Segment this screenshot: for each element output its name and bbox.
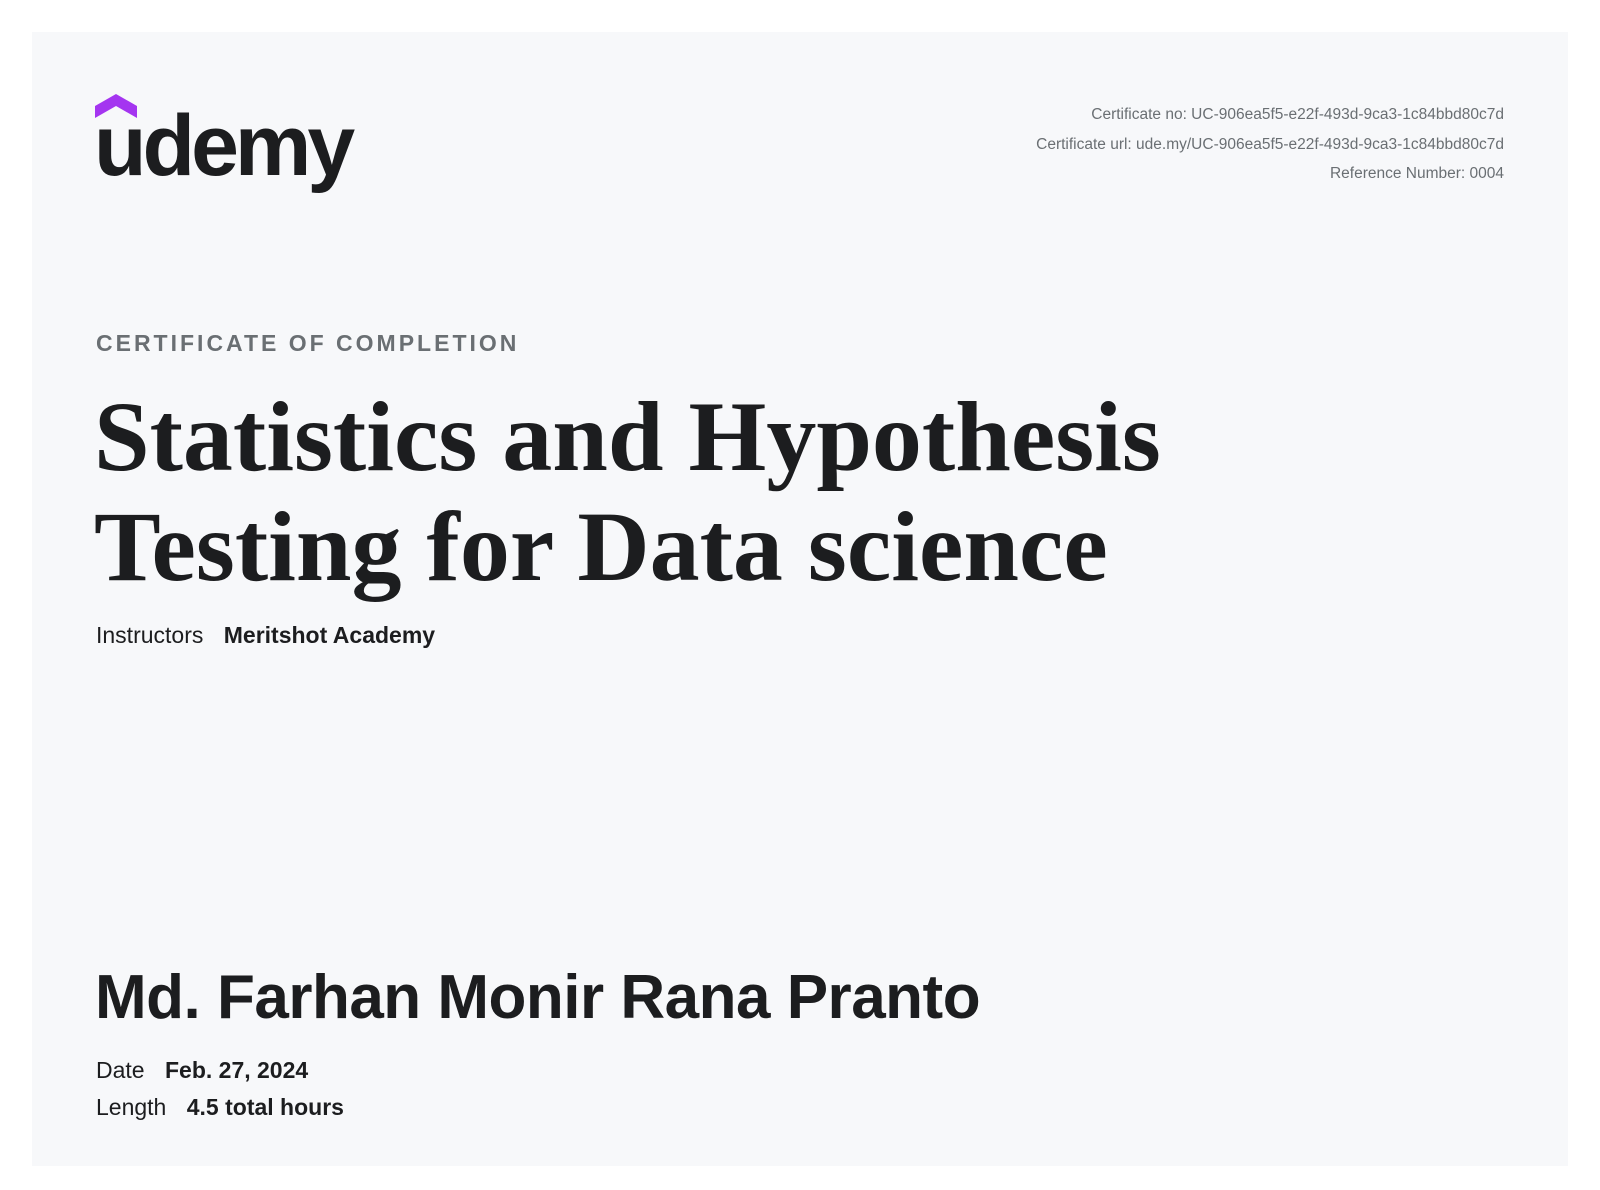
length-value: 4.5 total hours (186, 1094, 344, 1120)
course-title: Statistics and Hypothesis Testing for Da… (94, 381, 1161, 602)
reference-number: Reference Number: 0004 (1329, 165, 1504, 182)
certificate-number: Certificate no: UC-906ea5f5-e22f-493d-9c… (1091, 106, 1504, 123)
recipient-name: Md. Farhan Monir Rana Pranto (95, 963, 981, 1032)
udemy-logo: udemy (94, 92, 364, 194)
instructors-row: Instructors Meritshot Academy (96, 622, 435, 649)
certificate-meta: Certificate no: UC-906ea5f5-e22f-493d-9c… (1036, 100, 1504, 189)
instructors-value: Meritshot Academy (223, 622, 436, 648)
date-label: Date (96, 1057, 145, 1083)
length-label: Length (96, 1094, 167, 1120)
instructors-label: Instructors (96, 622, 204, 648)
date-row: Date Feb. 27, 2024 (96, 1057, 308, 1084)
date-value: Feb. 27, 2024 (164, 1057, 309, 1083)
udemy-logo-mark-icon (95, 94, 137, 118)
certificate-kicker: CERTIFICATE OF COMPLETION (96, 330, 520, 356)
length-row: Length 4.5 total hours (96, 1094, 344, 1121)
certificate-card: udemy Certificate no: UC-906ea5f5-e22f-4… (32, 32, 1568, 1166)
udemy-logo-wordmark: udemy (94, 98, 355, 194)
certificate-url: Certificate url: ude.my/UC-906ea5f5-e22f… (1036, 135, 1504, 153)
